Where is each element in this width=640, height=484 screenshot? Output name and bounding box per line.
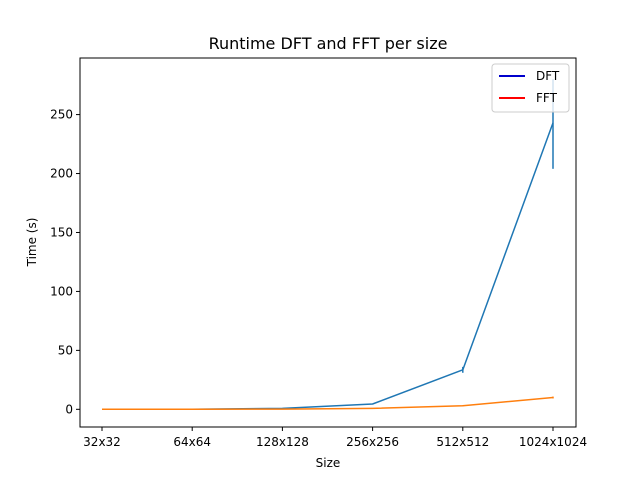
x-tick-label: 512x512 <box>436 435 489 449</box>
legend-fft-label: FFT <box>536 91 558 105</box>
x-tick-label: 256x256 <box>346 435 399 449</box>
y-axis-label: Time (s) <box>25 218 39 268</box>
x-tick-label: 64x64 <box>173 435 211 449</box>
x-tick-label: 128x128 <box>256 435 309 449</box>
fft-series-line <box>101 396 554 411</box>
y-tick-label: 50 <box>58 343 73 357</box>
y-axis: 0 50 100 150 200 250 <box>50 108 80 416</box>
x-tick-label: 32x32 <box>83 435 121 449</box>
legend: DFT FFT <box>491 63 570 113</box>
legend-dft-label: DFT <box>536 69 560 83</box>
y-tick-label: 150 <box>50 225 73 239</box>
y-tick-label: 100 <box>50 284 73 298</box>
y-tick-label: 0 <box>65 402 73 416</box>
x-axis: 32x32 64x64 128x128 256x256 512x512 1024x1024 <box>83 427 587 449</box>
x-tick-label: 1024x1024 <box>519 435 587 449</box>
x-axis-label: Size <box>316 456 341 470</box>
axes-frame <box>79 57 577 428</box>
y-tick-label: 250 <box>50 108 73 122</box>
chart-title: Runtime DFT and FFT per size <box>209 34 448 53</box>
y-tick-label: 200 <box>50 167 73 181</box>
